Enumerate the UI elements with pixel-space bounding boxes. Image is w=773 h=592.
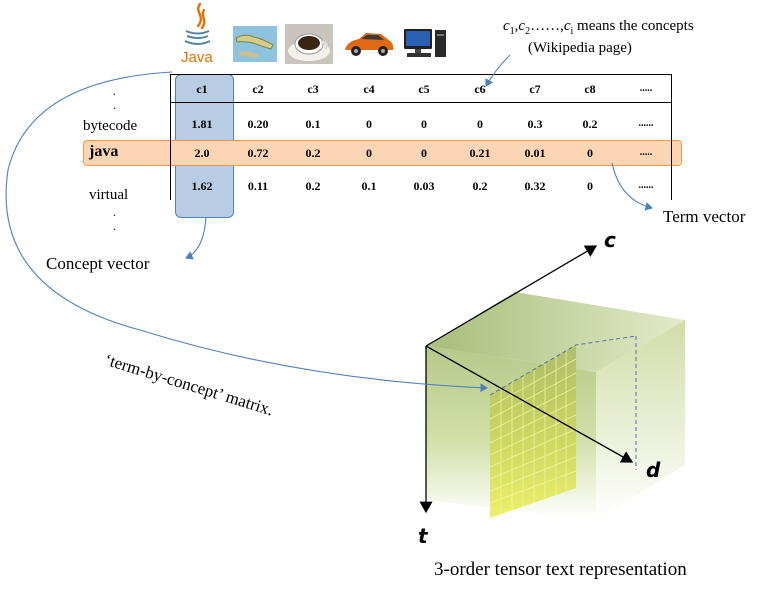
table-cell: 0.20	[247, 117, 269, 131]
trailing-dots: ..	[113, 205, 116, 233]
tensor-axes	[419, 245, 634, 514]
table-cell: 0.72	[247, 146, 269, 160]
concept-vector-label: Concept vector	[46, 254, 150, 273]
row-label-bytecode: bytecode	[83, 118, 138, 134]
table-cell: 0.03	[413, 179, 435, 193]
table-right-border	[671, 74, 672, 200]
orange-car-icon	[343, 28, 395, 60]
term-vector-highlight	[83, 140, 682, 166]
table-cell: 0.1	[305, 117, 321, 131]
concept-symbol: c	[503, 18, 510, 34]
table-header-border	[170, 102, 672, 103]
concept-vector-arrow	[184, 216, 207, 260]
matrix-arrow	[5, 71, 489, 393]
note-to-c6-arrow	[485, 54, 511, 87]
column-header: c1	[196, 82, 208, 96]
table-cell: ......	[638, 118, 654, 129]
column-header: c8	[584, 82, 596, 96]
coffee-cup-icon	[285, 24, 333, 64]
table-row-java: 2.0 0.72 0.2 0 0 0.21 0.01 0 .....	[177, 142, 677, 164]
table-row-virtual: 1.62 0.11 0.2 0.1 0.03 0.2 0.32 0 ......	[177, 175, 677, 197]
java-logo-icon: Java	[178, 0, 218, 66]
column-header: c3	[307, 82, 319, 96]
row-label-virtual: virtual	[89, 187, 129, 203]
tensor-caption: 3-order tensor text representation	[434, 559, 687, 580]
c-axis-label: c	[604, 228, 616, 252]
table-cell: 0.21	[469, 146, 491, 160]
column-header: c4	[363, 82, 375, 96]
c-axis	[425, 245, 598, 347]
table-cell: 0.2	[305, 179, 321, 193]
t-axis-label: t	[418, 524, 429, 548]
table-cell: 1.62	[191, 179, 213, 193]
table-cell: 0	[421, 117, 427, 131]
concept-note-line2: (Wikipedia page)	[528, 40, 632, 56]
table-cell: 1.81	[191, 117, 213, 131]
java-logo-text: Java	[181, 49, 213, 66]
concept-definition-note: c1,c2……,ci means the concepts	[503, 18, 694, 37]
leading-dots: ..	[113, 84, 116, 112]
java-island-map-icon	[233, 26, 277, 62]
row-label-java: java	[89, 143, 119, 160]
column-header: c6	[474, 82, 486, 96]
table-cell: 0.01	[524, 146, 546, 160]
table-cell: 2.0	[194, 146, 210, 160]
column-header: .....	[639, 83, 653, 94]
table-cell: 0.2	[582, 117, 598, 131]
desktop-computer-icon	[402, 26, 448, 60]
hidden-edges	[489, 335, 637, 470]
table-cell: ......	[638, 180, 654, 191]
table-cell: 0.11	[247, 179, 269, 193]
term-vector-arrow	[611, 162, 654, 211]
column-header: c2	[252, 82, 264, 96]
table-header-row: c1 c2 c3 c4 c5 c6 c7 c8 .....	[177, 78, 677, 100]
table-cell: 0.3	[527, 117, 543, 131]
table-cell: 0	[587, 146, 593, 160]
table-cell: 0	[587, 179, 593, 193]
table-cell: 0	[421, 146, 427, 160]
d-axis-label: d	[646, 458, 661, 482]
table-cell: 0	[366, 146, 372, 160]
connector-arrows	[5, 54, 654, 393]
table-top-border	[170, 74, 672, 75]
column-header: c5	[418, 82, 430, 96]
term-by-concept-slice	[489, 345, 577, 518]
d-axis	[425, 345, 634, 463]
table-cell: 0.32	[524, 179, 546, 193]
table-cell: .....	[639, 147, 653, 158]
table-cell: 0.1	[361, 179, 377, 193]
table-left-border	[170, 74, 171, 200]
concept-note-text: means the concepts	[577, 18, 694, 34]
column-header: c7	[529, 82, 541, 96]
term-vector-label: Term vector	[663, 207, 746, 226]
table-cell: 0.2	[305, 146, 321, 160]
table-row-bytecode: 1.81 0.20 0.1 0 0 0 0.3 0.2 ......	[177, 113, 677, 135]
table-cell: 0.2	[472, 179, 488, 193]
table-cell: 0	[366, 117, 372, 131]
table-cell: 0	[477, 117, 483, 131]
